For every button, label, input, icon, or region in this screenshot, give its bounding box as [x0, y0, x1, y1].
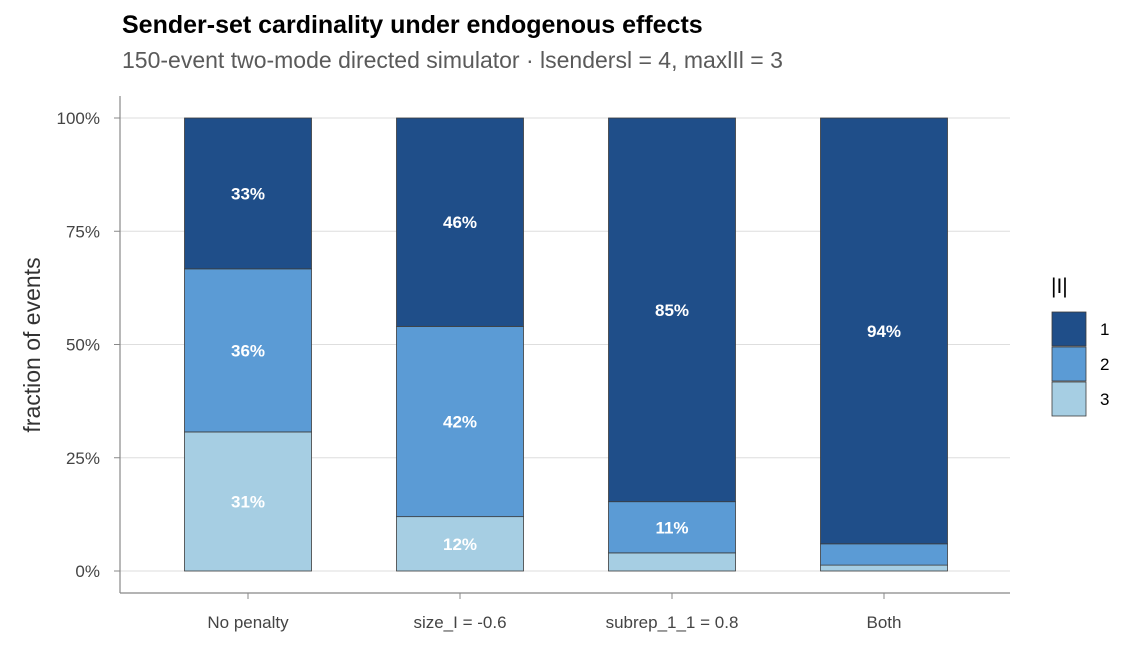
bar-segment	[184, 431, 312, 572]
bar-segment	[608, 501, 736, 554]
bar-segment	[608, 552, 736, 572]
bar-segment-label: 94%	[867, 322, 901, 341]
axes: 0% 25% 50% 75% 100% No penalty size_I = -0.6 su…	[57, 96, 1010, 632]
bar-segment-label: 11%	[655, 518, 688, 537]
bar-segment	[184, 268, 312, 433]
bar-segment	[396, 325, 524, 518]
y-tick-label: 100%	[57, 109, 100, 128]
bar-segment-label: 42%	[443, 413, 477, 432]
bar-segment	[396, 516, 524, 572]
legend-swatch	[1051, 381, 1087, 417]
bar-segment	[820, 564, 948, 572]
legend-title: |I|	[1051, 275, 1068, 298]
y-axis-label: fraction of events	[19, 257, 45, 432]
bars: 31% 36% 33% 12% 42% 46% 11% 85% 94%	[184, 117, 948, 572]
bar-segment	[184, 117, 312, 270]
bar-segment-label: 46%	[443, 213, 477, 232]
legend-label: 3	[1100, 390, 1109, 409]
bar-segment-label: 12%	[443, 535, 477, 554]
bar-segment-label: 31%	[231, 492, 265, 511]
legend-label: 1	[1100, 320, 1109, 339]
chart-subtitle: 150-event two-mode directed simulator · …	[122, 47, 783, 73]
y-tick-label: 0%	[75, 562, 100, 581]
legend-swatch	[1051, 311, 1087, 347]
chart-title: Sender-set cardinality under endogenous …	[122, 11, 703, 39]
bar-segment	[608, 117, 736, 503]
y-tick-label: 25%	[66, 449, 100, 468]
x-tick-label: subrep_1_1 = 0.8	[606, 613, 739, 632]
x-tick-label: size_I = -0.6	[413, 613, 506, 632]
y-tick-label: 50%	[66, 336, 100, 355]
bar-segment-label: 36%	[231, 341, 265, 360]
bar-segment	[820, 543, 948, 566]
x-tick-label: No penalty	[207, 613, 289, 632]
legend-swatch	[1051, 346, 1087, 382]
y-tick-label: 75%	[66, 222, 100, 241]
bar-segment	[396, 117, 524, 327]
x-tick-label: Both	[867, 613, 902, 632]
legend: |I| 1 2 3	[1051, 275, 1109, 417]
bar-segment-label: 33%	[231, 184, 265, 203]
legend-label: 2	[1100, 355, 1109, 374]
bar-segment	[820, 117, 948, 545]
bar-segment-label: 85%	[655, 301, 689, 320]
